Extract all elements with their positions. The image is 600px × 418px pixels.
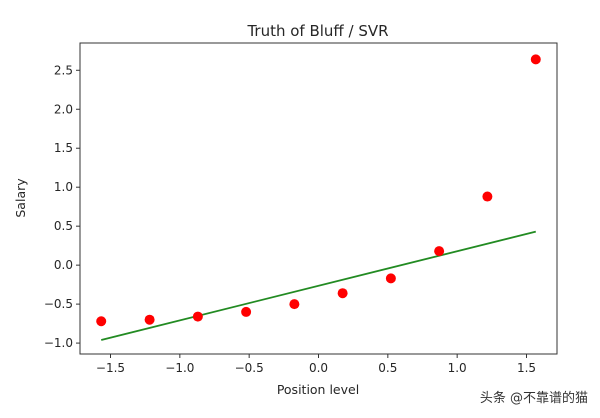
y-tick-label: 1.5 (54, 141, 73, 155)
data-point (530, 54, 541, 65)
data-point (96, 316, 107, 327)
y-axis-ticks: −1.0 −0.5 0.0 0.5 1.0 1.5 2.0 2.5 (44, 63, 80, 350)
x-tick-label: −1.0 (165, 361, 194, 375)
data-point (337, 288, 348, 299)
prediction-line (100, 230, 537, 341)
chart-title: Truth of Bluff / SVR (246, 22, 388, 40)
x-tick-label: 1.5 (517, 361, 536, 375)
y-axis-label: Salary (13, 178, 28, 218)
data-point (144, 314, 155, 325)
data-point (192, 311, 203, 322)
y-tick-label: 2.5 (54, 63, 73, 77)
x-axis-label: Position level (277, 382, 359, 397)
data-point (385, 273, 396, 284)
x-tick-label: 0.5 (378, 361, 397, 375)
y-tick-label: −1.0 (44, 336, 73, 350)
x-axis-ticks: −1.5 −1.0 −0.5 0.0 0.5 1.0 1.5 (96, 354, 536, 375)
data-point (434, 246, 445, 257)
y-tick-label: −0.5 (44, 297, 73, 311)
watermark: 头条 @不靠谱的猫 (479, 391, 588, 406)
x-tick-label: 0.0 (309, 361, 328, 375)
x-tick-label: −0.5 (235, 361, 264, 375)
y-tick-label: 0.0 (54, 258, 73, 272)
data-point (289, 299, 300, 310)
plot-series (96, 54, 541, 341)
y-tick-label: 2.0 (54, 102, 73, 116)
y-tick-label: 0.5 (54, 219, 73, 233)
x-tick-label: −1.5 (96, 361, 125, 375)
data-point (482, 191, 493, 202)
data-point (241, 306, 252, 317)
y-tick-label: 1.0 (54, 180, 73, 194)
x-tick-label: 1.0 (448, 361, 467, 375)
plot-frame (79, 42, 558, 355)
